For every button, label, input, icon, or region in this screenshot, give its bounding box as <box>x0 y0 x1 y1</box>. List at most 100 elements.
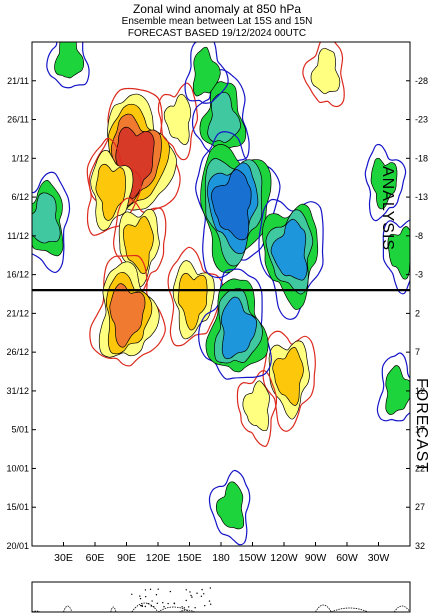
contour-band <box>163 93 192 146</box>
island-dot <box>181 606 183 608</box>
island-dot <box>209 603 212 605</box>
contour-band <box>242 380 270 432</box>
y-tick-label: 16/12 <box>6 270 29 280</box>
africa-coast <box>31 610 41 613</box>
contour-line <box>302 42 345 108</box>
contour-band <box>220 296 258 360</box>
positive-anomaly-1 <box>86 137 142 236</box>
west-africa <box>393 605 411 613</box>
island-dot <box>194 606 196 609</box>
y-tick-label-right: 17 <box>415 425 425 435</box>
australia-north <box>178 609 195 613</box>
contour-line <box>236 370 278 448</box>
contour-line <box>167 246 224 347</box>
negative-anomaly-19 <box>46 42 90 89</box>
island-dot <box>163 606 165 608</box>
island-dot <box>187 606 190 608</box>
contour-line <box>46 42 90 89</box>
island-dot <box>196 592 198 594</box>
contour-line <box>157 82 199 161</box>
contour-band <box>207 91 241 144</box>
island-dot <box>156 602 159 605</box>
island-dot <box>144 605 147 608</box>
x-tick-label: 30E <box>54 552 73 564</box>
chart-title: Zonal wind anomaly at 850 hPa <box>132 2 302 16</box>
contour-line <box>208 469 251 546</box>
y-tick-label: 5/01 <box>11 425 29 435</box>
y-tick-label-right: 7 <box>415 347 420 357</box>
positive-anomaly-2 <box>112 197 167 299</box>
forecast-label: FORECAST <box>413 378 430 474</box>
island-dot <box>144 589 147 591</box>
island-dot <box>139 597 142 600</box>
island-dot <box>208 600 211 602</box>
contour-band <box>192 46 221 97</box>
y-tick-label: 10/01 <box>6 463 29 473</box>
island-dot <box>190 594 192 597</box>
negative-anomaly-11 <box>195 131 281 279</box>
negative-anomaly-13 <box>32 171 71 274</box>
y-tick-label: 1/12 <box>11 153 29 163</box>
island-dot <box>151 600 153 602</box>
island-dot <box>173 602 175 604</box>
contour-band <box>32 192 61 244</box>
negative-anomaly-18 <box>208 469 251 546</box>
island-dot <box>189 591 191 593</box>
island-dot <box>141 605 143 608</box>
island-dot <box>150 605 153 607</box>
contour-band <box>370 157 398 210</box>
chart-subtitle: Ensemble mean between Lat 15S and 15N <box>121 16 313 27</box>
y-tick-label: 20/01 <box>6 541 29 551</box>
india-tip <box>110 606 117 613</box>
negative-anomaly-16 <box>364 144 407 222</box>
central-america <box>315 604 332 613</box>
island-dot <box>209 587 212 589</box>
y-tick-label-right: 32 <box>415 541 425 551</box>
y-tick-label-right: 12 <box>415 386 425 396</box>
x-tick-label: 60E <box>86 552 105 564</box>
island-dot <box>145 595 147 598</box>
contour-band <box>177 273 208 331</box>
contour-field <box>32 42 410 546</box>
contour-band <box>310 47 341 95</box>
island-dot <box>201 588 203 591</box>
island-dot <box>191 596 193 598</box>
positive-anomaly-7 <box>262 330 316 432</box>
island-dot <box>139 595 141 597</box>
island-dot <box>183 607 186 609</box>
x-tick-label: 150E <box>177 552 202 564</box>
island-dot <box>157 588 159 590</box>
y-tick-label: 26/12 <box>6 347 29 357</box>
negative-anomaly-17 <box>382 219 410 295</box>
y-tick-label-right: 27 <box>415 502 425 512</box>
island-dot <box>155 594 158 596</box>
y-tick-label-right: -3 <box>415 270 423 280</box>
y-tick-label-right: -18 <box>415 153 428 163</box>
y-tick-label: 21/11 <box>7 76 29 86</box>
contour-band <box>270 218 308 281</box>
contour-line <box>184 42 229 104</box>
x-tick-label: 90W <box>305 552 327 564</box>
island-dot <box>153 606 155 608</box>
y-tick-label-right: -28 <box>415 76 428 86</box>
island-dot <box>203 593 205 595</box>
maritime-continent <box>131 602 159 613</box>
island-dot <box>185 599 187 602</box>
island-dot <box>149 588 152 591</box>
y-tick-label-right: 22 <box>415 463 425 473</box>
new-guinea <box>157 606 190 613</box>
island-dot <box>147 602 150 605</box>
island-dot <box>204 604 206 607</box>
contour-band <box>215 481 245 530</box>
negative-anomaly-15 <box>376 352 410 422</box>
island-dot <box>185 589 187 591</box>
positive-anomaly-3 <box>157 82 199 161</box>
negative-anomaly-12 <box>258 198 324 320</box>
y-tick-label: 26/11 <box>7 115 29 125</box>
contour-band <box>210 169 252 241</box>
x-tick-label: 120W <box>270 552 298 564</box>
island-dot <box>200 595 203 597</box>
contour-line <box>382 219 410 295</box>
negative-anomaly-10 <box>184 42 229 104</box>
contour-band <box>109 283 146 348</box>
